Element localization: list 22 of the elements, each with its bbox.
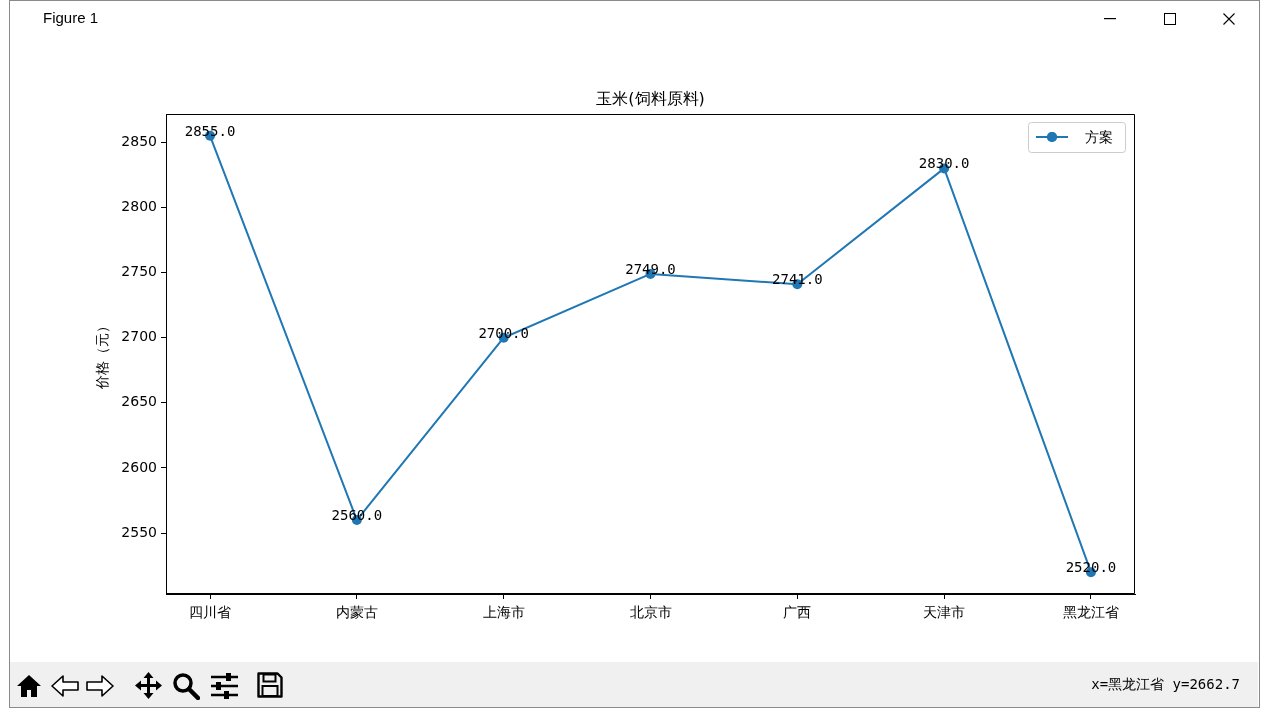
y-tick-label: 2600 (121, 458, 157, 475)
x-tick-label: 天津市 (923, 604, 966, 621)
x-tick-label: 上海市 (482, 604, 525, 621)
y-tick-label: 2700 (121, 328, 157, 345)
legend-label: 方案 (1085, 128, 1113, 145)
y-tick-label: 2650 (121, 393, 157, 410)
x-tick-label: 四川省 (189, 604, 232, 621)
y-tick-label: 2750 (121, 263, 157, 280)
y-tick-label: 2800 (121, 198, 157, 215)
data-label: 2855.0 (184, 122, 236, 139)
y-tick-label: 2550 (121, 523, 157, 540)
x-tick-label: 黑龙江省 (1062, 604, 1119, 621)
x-tick-label: 内蒙古 (335, 604, 378, 621)
y-axis-title: 价格（元） (93, 319, 110, 390)
x-tick-label: 北京市 (629, 604, 672, 621)
text: x=黑龙江省 y=2662.7 (1091, 676, 1240, 694)
data-label: 2830.0 (918, 155, 970, 172)
data-label: 2749.0 (625, 260, 676, 277)
x-tick-label: 广西 (783, 604, 812, 621)
y-tick-label: 2850 (121, 132, 157, 149)
chart-title: 玉米(饲料原料) (596, 89, 705, 108)
caption: Figure 1 (43, 9, 99, 26)
